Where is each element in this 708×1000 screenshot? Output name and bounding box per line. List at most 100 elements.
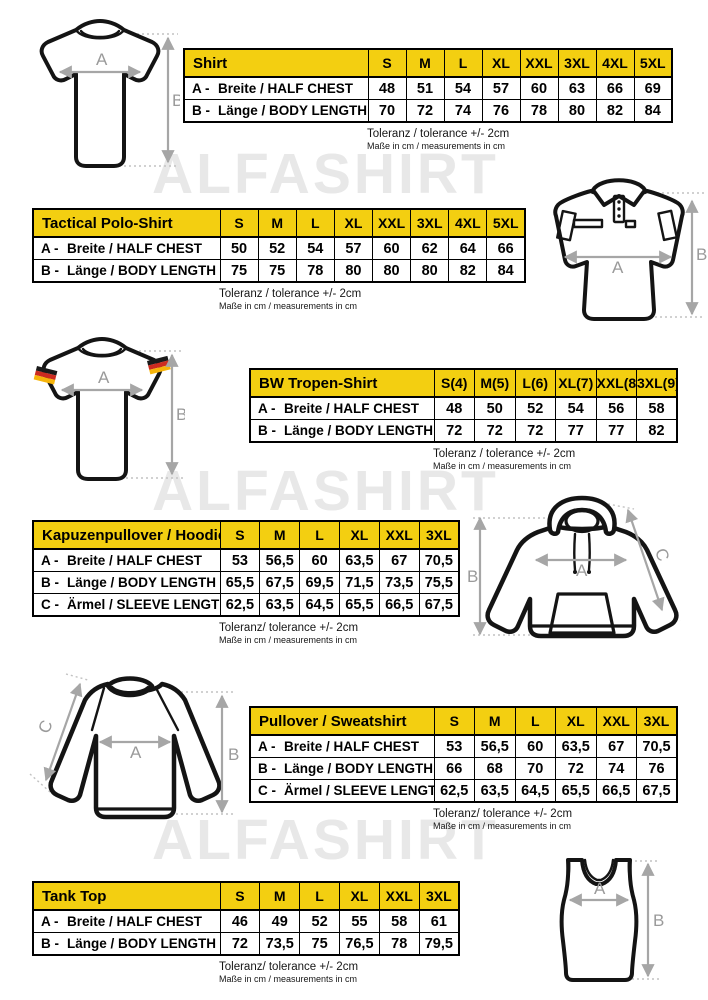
tactical-polo-size-table: Tactical Polo-Shirt S M L XL XXL 3XL 4XL 5XL A -B… xyxy=(32,208,526,283)
tolerance-note: Toleranz/ tolerance +/- 2cm xyxy=(219,961,359,973)
measurement-value: 71,5 xyxy=(338,571,380,594)
measurement-value: 52 xyxy=(514,396,556,420)
hood-opening xyxy=(564,508,600,534)
measurement-value: 51 xyxy=(405,76,445,100)
measurement-label: A - Breite / HALF CHEST xyxy=(183,76,369,100)
polo-shirt-drawing: A B xyxy=(553,178,707,321)
measurement-row: A - Breite / HALF CHEST 48 51 54 57 60 63 66 69 xyxy=(183,76,673,100)
measurement-value: 66,5 xyxy=(595,779,637,803)
size-column-header: L xyxy=(299,520,340,550)
tank-top-size-table: Tank Top S M L XL XXL 3XL A - Breite / HALF CHES… xyxy=(32,881,460,956)
size-column-header: XL xyxy=(338,520,380,550)
measure-label-b: B xyxy=(653,911,664,930)
measurement-value: 50 xyxy=(474,396,516,420)
measurement-value: 78 xyxy=(378,932,420,956)
shirt-size-table: Shirt S M L XL XXL 3XL 4XL 5XL A - Breite / HALF C… xyxy=(183,48,673,123)
measurement-label: C - Ärmel / SLEEVE LENGTH xyxy=(249,779,435,803)
size-column-header: S xyxy=(219,520,261,550)
placket-button xyxy=(617,200,621,204)
measurement-value: 54 xyxy=(555,396,597,420)
size-column-header: M xyxy=(405,48,445,78)
measurement-value: 72 xyxy=(405,99,445,123)
measure-label-c: C xyxy=(651,546,673,564)
measurement-value: 56,5 xyxy=(259,548,301,572)
measurement-value: 67 xyxy=(595,734,637,758)
measurement-value: 76 xyxy=(481,99,521,123)
measure-label-a: A xyxy=(130,743,142,762)
measurement-value: 67,5 xyxy=(636,779,678,803)
size-column-header: S xyxy=(219,208,259,238)
size-column-header: M xyxy=(259,520,301,550)
measurement-value: 46 xyxy=(219,909,261,933)
measurement-value: 69,5 xyxy=(299,571,340,594)
measurement-value: 53 xyxy=(219,548,261,572)
tolerance-note: Toleranz/ tolerance +/- 2cm xyxy=(219,622,359,634)
chest-name-strip xyxy=(572,218,604,229)
table-title: Shirt xyxy=(183,48,369,78)
tolerance-note: Toleranz / tolerance +/- 2cm xyxy=(433,448,576,460)
collar-line xyxy=(76,346,128,358)
measurement-value: 63,5 xyxy=(474,779,516,803)
measurement-value: 70,5 xyxy=(636,734,678,758)
button-placket xyxy=(612,194,626,224)
placket-button xyxy=(617,207,621,211)
measurement-value: 62 xyxy=(410,236,450,260)
measurement-value: 56 xyxy=(595,396,637,420)
size-column-header: M(5) xyxy=(474,368,516,398)
measure-label-a: A xyxy=(96,50,108,69)
measurement-label: B - Länge / BODY LENGTH xyxy=(249,757,435,780)
units-note: Maße in cm / measurements in cm xyxy=(433,821,572,831)
measurement-label: B - Länge / BODY LENGTH xyxy=(32,571,221,594)
size-column-header: M xyxy=(259,881,301,911)
measurement-value: 72 xyxy=(555,757,597,780)
measurement-value: 79,5 xyxy=(418,932,460,956)
measurement-row: A - Breite / HALF CHEST 50 52 54 57 60 62 64 66 xyxy=(32,236,526,260)
size-column-header: L xyxy=(514,706,556,736)
measurement-value: 66 xyxy=(486,236,526,260)
alfashirt-watermark: ALFASHIRT xyxy=(152,459,499,523)
measurement-row: A - Breite / HALF CHEST 53 56,5 60 63,5 67 70,5 xyxy=(32,548,460,572)
measure-label-a: A xyxy=(576,561,588,580)
size-column-header: S(4) xyxy=(433,368,475,398)
units-note: Maße in cm / measurements in cm xyxy=(219,974,358,984)
hoodie-size-table: Kapuzenpullover / Hoodie S M L XL XXL 3XL A - Br… xyxy=(32,520,460,617)
tolerance-block: Toleranz/ tolerance +/- 2cm Maße in cm /… xyxy=(219,622,460,645)
size-column-header: XXL xyxy=(378,881,420,911)
sweatshirt-outline xyxy=(48,681,222,820)
t-shirt-outline xyxy=(41,337,163,481)
placket-button xyxy=(617,214,621,218)
measurement-value: 67 xyxy=(378,548,420,572)
measurement-value: 80 xyxy=(371,259,412,283)
size-column-header: XXL xyxy=(378,520,420,550)
measurement-value: 80 xyxy=(557,99,597,123)
measurement-value: 48 xyxy=(433,396,475,420)
chest-loop xyxy=(624,219,637,229)
tolerance-block: Toleranz/ tolerance +/- 2cm Maße in cm /… xyxy=(433,808,678,831)
measurement-value: 57 xyxy=(333,236,374,260)
size-column-header: M xyxy=(474,706,516,736)
alfashirt-watermark: ALFASHIRT xyxy=(152,808,499,872)
measurement-value: 64 xyxy=(448,236,488,260)
table-title: Pullover / Sweatshirt xyxy=(249,706,435,736)
size-column-header: M xyxy=(257,208,297,238)
measurement-value: 65,5 xyxy=(219,571,261,594)
size-column-header: 5XL xyxy=(633,48,673,78)
measurement-value: 80 xyxy=(410,259,450,283)
measurement-value: 50 xyxy=(219,236,259,260)
armhole-trim-right xyxy=(627,859,635,900)
measurement-value: 52 xyxy=(299,909,340,933)
measure-label-c: C xyxy=(34,717,56,736)
size-column-header: S xyxy=(219,881,261,911)
measurement-label: B - Länge / BODY LENGTH xyxy=(183,99,369,123)
drawstring-tip xyxy=(573,570,577,574)
t-shirt-drawing: A B xyxy=(39,19,180,168)
sweatshirt-drawing: A B C xyxy=(29,673,239,820)
measurement-label: A - Breite / HALF CHEST xyxy=(249,734,435,758)
measurement-value: 63,5 xyxy=(259,593,301,617)
measurement-row: B - Länge / BODY LENGTH 66 68 70 72 74 76 xyxy=(249,757,678,780)
measure-label-a: A xyxy=(612,258,624,277)
measure-label-b: B xyxy=(696,245,707,264)
drawstring-left xyxy=(573,532,577,572)
size-column-header: 3XL xyxy=(418,520,460,550)
